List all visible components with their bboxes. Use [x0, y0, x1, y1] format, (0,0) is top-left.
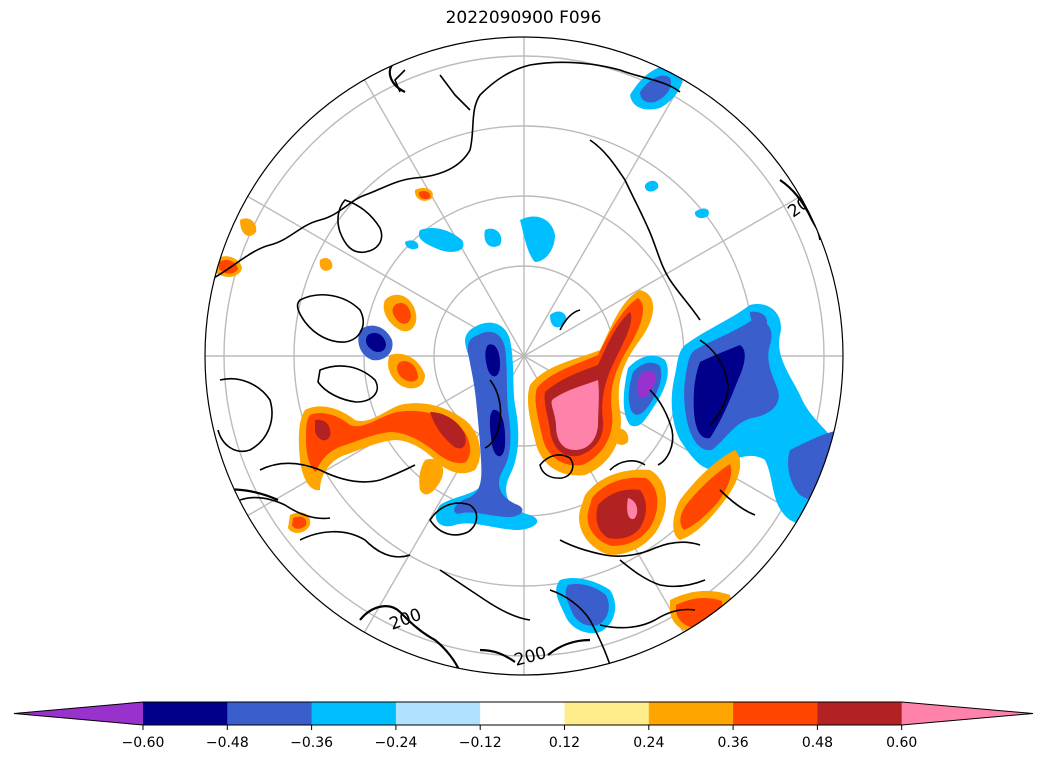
colorbar-extend-high [901, 702, 1033, 725]
colorbar-segment [227, 702, 313, 725]
colorbar-tick-label: 0.12 [549, 735, 580, 751]
colorbar-segment [564, 702, 650, 725]
colorbar-tick-label: −0.24 [374, 735, 417, 751]
colorbar-tick-label: 0.36 [718, 735, 749, 751]
map-disc: 200 200 200 [205, 37, 843, 675]
colorbar-segment [817, 702, 903, 725]
colorbar-tick-label: 0.24 [633, 735, 664, 751]
colorbar-extend-low [14, 702, 143, 725]
colorbar-segment [733, 702, 818, 725]
map-boundary [204, 36, 844, 676]
colorbar-tick-label: −0.36 [290, 735, 333, 751]
meridian-line [523, 69, 690, 357]
colorbar-tick-label: 0.48 [802, 735, 833, 751]
colorbar-tick-label: 0.60 [886, 735, 917, 751]
colorbar-tick-label: −0.60 [122, 735, 165, 751]
meridian-line [358, 69, 525, 357]
colorbar-tick-label: −0.12 [459, 735, 502, 751]
colorbar-segment [143, 702, 228, 725]
colorbar [13, 701, 1034, 726]
colorbar-tick-label: −0.48 [206, 735, 249, 751]
map-title: 2022090900 F096 [445, 8, 602, 28]
colorbar-segment [395, 702, 481, 725]
colorbar-segment [480, 702, 565, 725]
colorbar-segment [311, 702, 397, 725]
colorbar-ticks: −0.60 −0.48 −0.36 −0.24 −0.12 0.12 0.24 0.36 0.4… [122, 725, 917, 751]
colorbar-segment [648, 702, 734, 725]
